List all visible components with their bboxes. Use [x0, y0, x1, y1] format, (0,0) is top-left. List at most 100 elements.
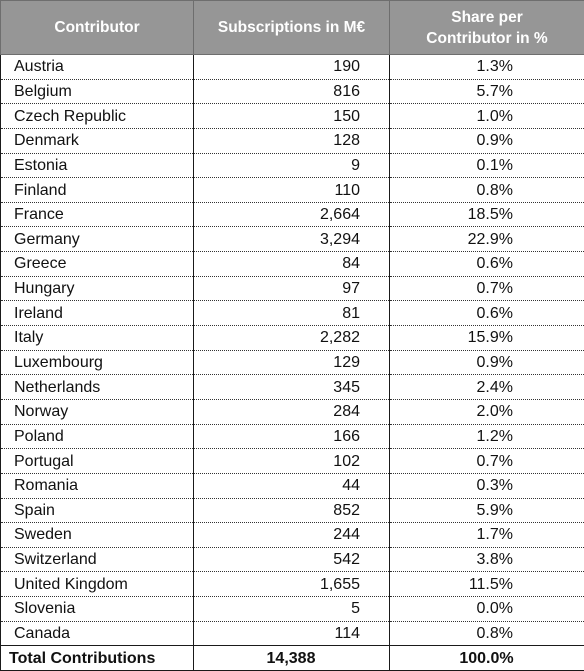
country-cell: Poland: [1, 424, 194, 449]
share-cell: 0.1%: [390, 153, 584, 178]
country-cell: Finland: [1, 178, 194, 203]
share-cell: 1.7%: [390, 523, 584, 548]
country-cell: Norway: [1, 399, 194, 424]
share-cell: 0.7%: [390, 276, 584, 301]
share-cell: 15.9%: [390, 326, 584, 351]
share-cell: 0.8%: [390, 178, 584, 203]
subscriptions-cell: 81: [194, 301, 390, 326]
share-cell: 0.6%: [390, 301, 584, 326]
subscriptions-cell: 852: [194, 498, 390, 523]
subscriptions-cell: 284: [194, 399, 390, 424]
share-cell: 2.4%: [390, 375, 584, 400]
country-cell: Romania: [1, 473, 194, 498]
subscriptions-cell: 129: [194, 350, 390, 375]
share-cell: 5.9%: [390, 498, 584, 523]
subscriptions-cell: 166: [194, 424, 390, 449]
country-cell: Portugal: [1, 449, 194, 474]
country-cell: Italy: [1, 326, 194, 351]
subscriptions-cell: 1,655: [194, 572, 390, 597]
share-cell: 3.8%: [390, 547, 584, 572]
country-cell: Canada: [1, 621, 194, 646]
share-cell: 0.9%: [390, 128, 584, 153]
subscriptions-cell: 114: [194, 621, 390, 646]
total-label: Total Contributions: [1, 646, 194, 671]
country-cell: Greece: [1, 252, 194, 277]
subscriptions-cell: 5: [194, 597, 390, 622]
share-cell: 11.5%: [390, 572, 584, 597]
total-subscriptions: 14,388: [194, 646, 390, 671]
country-cell: Czech Republic: [1, 104, 194, 129]
header-contributor: Contributor: [1, 1, 194, 55]
country-cell: Germany: [1, 227, 194, 252]
header-share-line2: Contributor in %: [426, 30, 547, 47]
header-share-line1: Share per: [451, 9, 523, 26]
subscriptions-cell: 2,664: [194, 202, 390, 227]
subscriptions-cell: 9: [194, 153, 390, 178]
total-row: Total Contributions 14,388 100.0%: [1, 646, 584, 671]
total-share: 100.0%: [390, 646, 584, 671]
country-cell: Hungary: [1, 276, 194, 301]
subscriptions-cell: 84: [194, 252, 390, 277]
country-cell: Switzerland: [1, 547, 194, 572]
share-cell: 1.3%: [390, 55, 584, 80]
subscriptions-cell: 97: [194, 276, 390, 301]
share-cell: 0.7%: [390, 449, 584, 474]
country-cell: Spain: [1, 498, 194, 523]
table-header: Contributor Subscriptions in M€ Share pe…: [1, 1, 584, 55]
subscriptions-cell: 3,294: [194, 227, 390, 252]
subscriptions-cell: 345: [194, 375, 390, 400]
share-cell: 1.2%: [390, 424, 584, 449]
subscriptions-cell: 190: [194, 55, 390, 80]
share-cell: 5.7%: [390, 79, 584, 104]
share-cell: 0.8%: [390, 621, 584, 646]
subscriptions-cell: 110: [194, 178, 390, 203]
country-cell: France: [1, 202, 194, 227]
country-cell: Denmark: [1, 128, 194, 153]
subscriptions-cell: 2,282: [194, 326, 390, 351]
subscriptions-cell: 44: [194, 473, 390, 498]
subscriptions-cell: 102: [194, 449, 390, 474]
header-subscriptions: Subscriptions in M€: [194, 1, 390, 55]
header-row: Contributor Subscriptions in M€ Share pe…: [1, 1, 584, 55]
share-cell: 2.0%: [390, 399, 584, 424]
share-cell: 1.0%: [390, 104, 584, 129]
table-footer: Total Contributions 14,388 100.0%: [1, 646, 584, 671]
subscriptions-cell: 816: [194, 79, 390, 104]
header-share: Share per Contributor in %: [390, 1, 584, 55]
country-cell: Luxembourg: [1, 350, 194, 375]
share-cell: 18.5%: [390, 202, 584, 227]
country-cell: Estonia: [1, 153, 194, 178]
subscriptions-cell: 244: [194, 523, 390, 548]
country-cell: Austria: [1, 55, 194, 80]
country-cell: Belgium: [1, 79, 194, 104]
subscriptions-cell: 128: [194, 128, 390, 153]
country-cell: Slovenia: [1, 597, 194, 622]
country-cell: United Kingdom: [1, 572, 194, 597]
country-cell: Ireland: [1, 301, 194, 326]
